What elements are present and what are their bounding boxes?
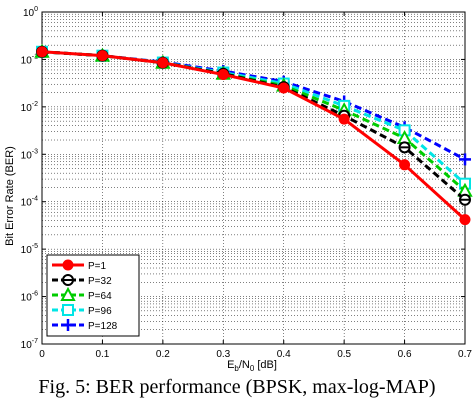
legend-marker [62,274,74,286]
data-point [399,159,411,171]
y-tick-label: 10-7 [21,338,38,351]
x-tick-label: 0.5 [337,349,351,360]
data-point [36,46,48,58]
legend-label: P=128 [88,321,118,332]
data-point [398,141,411,154]
data-point [459,153,471,166]
legend-marker [62,304,74,316]
legend-label: P=1 [88,261,107,272]
series-line [41,50,467,221]
data-point [157,57,169,69]
legend-label: P=32 [88,276,112,287]
series-layer [34,43,473,226]
x-tick-label: 0.2 [156,349,170,360]
data-point [459,193,471,206]
x-tick-label: 0.7 [458,349,472,360]
legend-marker [60,286,76,301]
y-tick-label: 10-5 [21,243,38,256]
legend-label: P=96 [88,306,112,317]
data-point [217,69,229,81]
y-tick-label: 100 [23,6,38,19]
legend-entry: P=64 [52,286,112,302]
x-tick-label: 0.4 [277,349,291,360]
x-tick-label: 0.6 [398,349,412,360]
y-tick-label: 10-6 [21,291,38,304]
x-tick-label: 0.1 [95,349,109,360]
axes: 0 0.1 0.2 0.3 0.4 0.5 0.6 0.7 100 10-1 10-2 10-3 10-… [21,6,473,360]
figure-caption: Fig. 5: BER performance (BPSK, max-log-M… [38,376,436,398]
data-point [278,82,290,94]
y-axis-label: Bit Error Rate (BER) [4,146,16,246]
y-tick-label: 10-1 [21,53,38,66]
data-point [96,50,108,62]
y-tick-label: 10-2 [21,101,38,114]
legend: P=1 P=32 P=64 P=96 P=128 [46,254,140,337]
ber-chart: 0 0.1 0.2 0.3 0.4 0.5 0.6 0.7 100 10-1 10-2 10-3 10-… [4,6,473,372]
legend-marker [62,319,74,331]
series-p-1 [36,46,471,226]
data-point [338,113,350,125]
x-axis-label: Eb/N0 [dB] [227,359,277,372]
legend-marker [62,259,74,271]
legend-entry: P=1 [52,259,107,272]
y-tick-label: 10-4 [21,196,38,209]
x-tick-label: 0 [39,349,45,360]
legend-label: P=64 [88,291,112,302]
legend-entry: P=32 [52,274,112,287]
data-point [459,214,471,226]
y-tick-label: 10-3 [21,148,38,161]
legend-entry: P=96 [52,304,112,317]
x-tick-label: 0.3 [216,349,230,360]
legend-entry: P=128 [52,319,118,332]
